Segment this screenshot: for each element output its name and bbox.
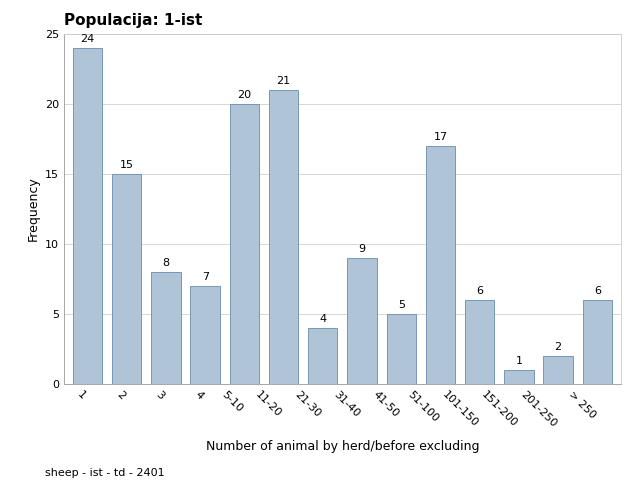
Bar	[230, 104, 259, 384]
Bar	[308, 328, 337, 384]
Bar	[151, 272, 180, 384]
Text: 17: 17	[433, 132, 447, 142]
Text: 5: 5	[397, 300, 404, 311]
Text: 24: 24	[81, 34, 95, 44]
Text: 2: 2	[554, 342, 562, 352]
Bar	[387, 314, 416, 384]
Text: 6: 6	[594, 287, 601, 296]
Bar	[73, 48, 102, 384]
Text: 8: 8	[163, 258, 170, 268]
Text: sheep - ist - td - 2401: sheep - ist - td - 2401	[45, 468, 164, 478]
Bar	[191, 286, 220, 384]
Bar	[582, 300, 612, 384]
Text: 6: 6	[476, 287, 483, 296]
Text: 20: 20	[237, 90, 252, 100]
Bar	[112, 174, 141, 384]
X-axis label: Number of animal by herd/before excluding: Number of animal by herd/before excludin…	[205, 440, 479, 453]
Text: Populacija: 1-ist: Populacija: 1-ist	[64, 13, 202, 28]
Bar	[465, 300, 494, 384]
Bar	[269, 90, 298, 384]
Text: 15: 15	[120, 160, 134, 170]
Y-axis label: Frequency: Frequency	[26, 177, 40, 241]
Bar	[543, 356, 573, 384]
Bar	[504, 370, 534, 384]
Bar	[348, 258, 377, 384]
Text: 4: 4	[319, 314, 326, 324]
Text: 1: 1	[515, 357, 522, 367]
Text: 21: 21	[276, 76, 291, 86]
Text: 7: 7	[202, 272, 209, 282]
Text: 9: 9	[358, 244, 365, 254]
Bar	[426, 146, 455, 384]
